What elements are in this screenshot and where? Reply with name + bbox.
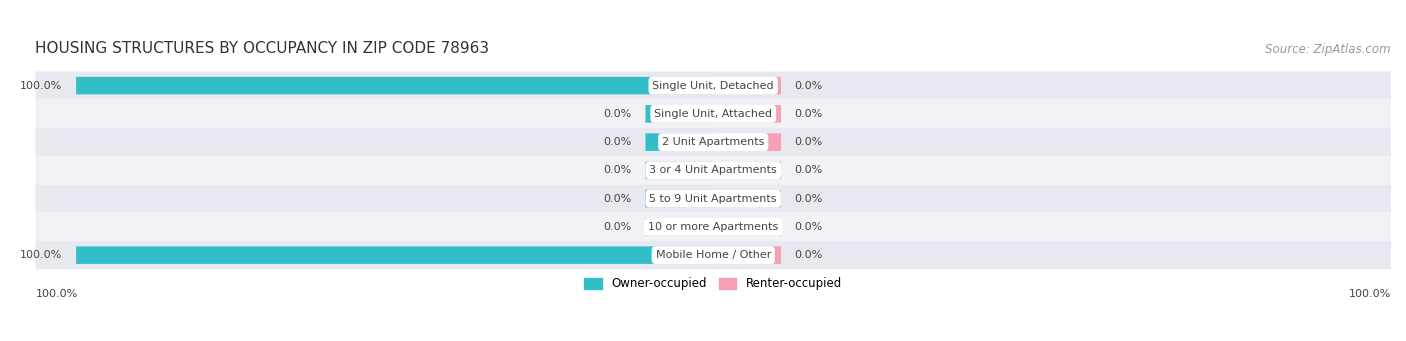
Text: 0.0%: 0.0% (794, 222, 823, 232)
FancyBboxPatch shape (35, 72, 1391, 100)
Text: 0.0%: 0.0% (794, 250, 823, 260)
Text: 0.0%: 0.0% (794, 194, 823, 204)
Text: 0.0%: 0.0% (603, 109, 631, 119)
FancyBboxPatch shape (713, 105, 780, 123)
Text: 0.0%: 0.0% (794, 109, 823, 119)
Text: 5 to 9 Unit Apartments: 5 to 9 Unit Apartments (650, 194, 778, 204)
FancyBboxPatch shape (713, 190, 780, 207)
Text: 2 Unit Apartments: 2 Unit Apartments (662, 137, 765, 147)
FancyBboxPatch shape (35, 100, 1391, 128)
Text: 100.0%: 100.0% (1348, 289, 1391, 299)
FancyBboxPatch shape (713, 133, 780, 151)
FancyBboxPatch shape (35, 156, 1391, 184)
FancyBboxPatch shape (35, 128, 1391, 156)
Text: 0.0%: 0.0% (794, 80, 823, 91)
FancyBboxPatch shape (713, 162, 780, 179)
FancyBboxPatch shape (713, 218, 780, 236)
Text: 0.0%: 0.0% (603, 137, 631, 147)
FancyBboxPatch shape (713, 77, 780, 94)
Text: 0.0%: 0.0% (794, 137, 823, 147)
Text: 0.0%: 0.0% (603, 165, 631, 175)
Text: 10 or more Apartments: 10 or more Apartments (648, 222, 779, 232)
FancyBboxPatch shape (645, 133, 713, 151)
Text: 0.0%: 0.0% (794, 165, 823, 175)
Text: 100.0%: 100.0% (20, 80, 63, 91)
Text: Source: ZipAtlas.com: Source: ZipAtlas.com (1265, 43, 1391, 56)
Text: 100.0%: 100.0% (35, 289, 77, 299)
FancyBboxPatch shape (35, 241, 1391, 269)
Text: 100.0%: 100.0% (20, 250, 63, 260)
Text: Mobile Home / Other: Mobile Home / Other (655, 250, 770, 260)
FancyBboxPatch shape (713, 247, 780, 264)
FancyBboxPatch shape (645, 105, 713, 123)
FancyBboxPatch shape (76, 77, 713, 94)
FancyBboxPatch shape (76, 247, 713, 264)
Text: 0.0%: 0.0% (603, 222, 631, 232)
Text: Single Unit, Attached: Single Unit, Attached (654, 109, 772, 119)
FancyBboxPatch shape (35, 213, 1391, 241)
Text: 3 or 4 Unit Apartments: 3 or 4 Unit Apartments (650, 165, 778, 175)
FancyBboxPatch shape (645, 218, 713, 236)
FancyBboxPatch shape (645, 162, 713, 179)
Text: HOUSING STRUCTURES BY OCCUPANCY IN ZIP CODE 78963: HOUSING STRUCTURES BY OCCUPANCY IN ZIP C… (35, 41, 489, 56)
FancyBboxPatch shape (645, 190, 713, 207)
FancyBboxPatch shape (35, 184, 1391, 213)
Legend: Owner-occupied, Renter-occupied: Owner-occupied, Renter-occupied (579, 272, 846, 295)
Text: Single Unit, Detached: Single Unit, Detached (652, 80, 775, 91)
Text: 0.0%: 0.0% (603, 194, 631, 204)
